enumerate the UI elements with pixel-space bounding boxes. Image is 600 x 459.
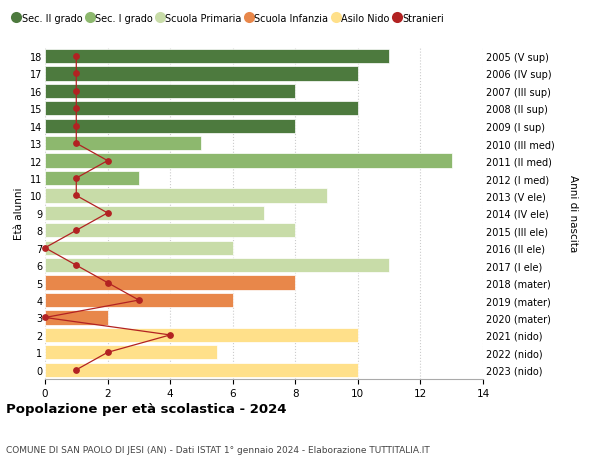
Bar bbox=[45, 102, 358, 116]
Point bbox=[71, 175, 81, 182]
Bar bbox=[45, 328, 358, 342]
Bar bbox=[45, 311, 107, 325]
Point bbox=[71, 140, 81, 147]
Bar bbox=[45, 293, 233, 308]
Point bbox=[40, 314, 50, 321]
Y-axis label: Anni di nascita: Anni di nascita bbox=[568, 175, 578, 252]
Point bbox=[103, 157, 112, 165]
Bar bbox=[45, 189, 326, 203]
Bar bbox=[45, 224, 295, 238]
Point bbox=[166, 331, 175, 339]
Point bbox=[71, 262, 81, 269]
Point bbox=[71, 123, 81, 130]
Bar bbox=[45, 154, 452, 168]
Bar bbox=[45, 50, 389, 64]
Point bbox=[71, 53, 81, 61]
Point bbox=[103, 280, 112, 287]
Point bbox=[134, 297, 143, 304]
Point bbox=[71, 227, 81, 235]
Bar bbox=[45, 84, 295, 99]
Point bbox=[71, 71, 81, 78]
Bar bbox=[45, 346, 217, 360]
Text: Popolazione per età scolastica - 2024: Popolazione per età scolastica - 2024 bbox=[6, 403, 287, 415]
Legend: Sec. II grado, Sec. I grado, Scuola Primaria, Scuola Infanzia, Asilo Nido, Stran: Sec. II grado, Sec. I grado, Scuola Prim… bbox=[10, 10, 448, 28]
Point bbox=[71, 192, 81, 200]
Point bbox=[71, 106, 81, 113]
Bar bbox=[45, 206, 264, 221]
Bar bbox=[45, 363, 358, 377]
Bar bbox=[45, 241, 233, 255]
Bar bbox=[45, 276, 295, 290]
Bar bbox=[45, 172, 139, 186]
Point bbox=[40, 245, 50, 252]
Text: COMUNE DI SAN PAOLO DI JESI (AN) - Dati ISTAT 1° gennaio 2024 - Elaborazione TUT: COMUNE DI SAN PAOLO DI JESI (AN) - Dati … bbox=[6, 445, 430, 454]
Y-axis label: Età alunni: Età alunni bbox=[14, 187, 24, 240]
Bar bbox=[45, 119, 295, 134]
Bar bbox=[45, 258, 389, 273]
Point bbox=[71, 88, 81, 95]
Bar bbox=[45, 67, 358, 81]
Point bbox=[103, 349, 112, 356]
Point bbox=[103, 210, 112, 217]
Bar bbox=[45, 137, 202, 151]
Point bbox=[71, 366, 81, 374]
